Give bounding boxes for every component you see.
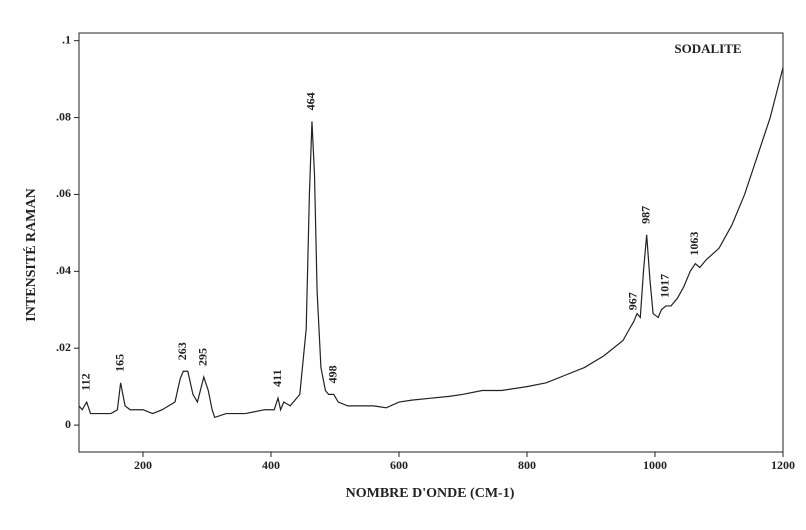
peak-label: 967 bbox=[626, 292, 640, 310]
y-tick-label: .08 bbox=[56, 109, 71, 123]
peak-label: 263 bbox=[175, 342, 189, 360]
x-tick-label: 1000 bbox=[643, 458, 667, 472]
y-tick-label: 0 bbox=[65, 417, 71, 431]
peak-label: 1017 bbox=[658, 274, 672, 298]
peak-label: 411 bbox=[270, 370, 284, 387]
x-tick-label: 400 bbox=[262, 458, 280, 472]
spectrum-line bbox=[78, 67, 784, 419]
peak-label: 112 bbox=[78, 373, 92, 390]
y-tick-label: .06 bbox=[56, 186, 71, 200]
x-tick-label: 800 bbox=[518, 458, 536, 472]
y-axis-label: INTENSITÉ RAMAN bbox=[22, 188, 39, 321]
y-tick-label: .04 bbox=[56, 263, 71, 277]
chart-title: SODALITE bbox=[674, 41, 741, 56]
peak-label: 987 bbox=[638, 206, 652, 224]
plot-frame bbox=[78, 32, 784, 453]
x-tick-label: 1200 bbox=[771, 458, 795, 472]
x-axis-label: NOMBRE D'ONDE (CM-1) bbox=[346, 486, 515, 501]
x-tick-label: 200 bbox=[134, 458, 152, 472]
peak-label: 1063 bbox=[687, 232, 701, 256]
peak-label: 464 bbox=[304, 92, 318, 110]
peak-label: 295 bbox=[196, 348, 210, 366]
peak-label: 165 bbox=[112, 354, 126, 372]
y-tick-label: .02 bbox=[56, 340, 71, 354]
y-tick-label: .1 bbox=[62, 32, 71, 46]
peak-label: 498 bbox=[325, 365, 339, 383]
x-tick-label: 600 bbox=[390, 458, 408, 472]
